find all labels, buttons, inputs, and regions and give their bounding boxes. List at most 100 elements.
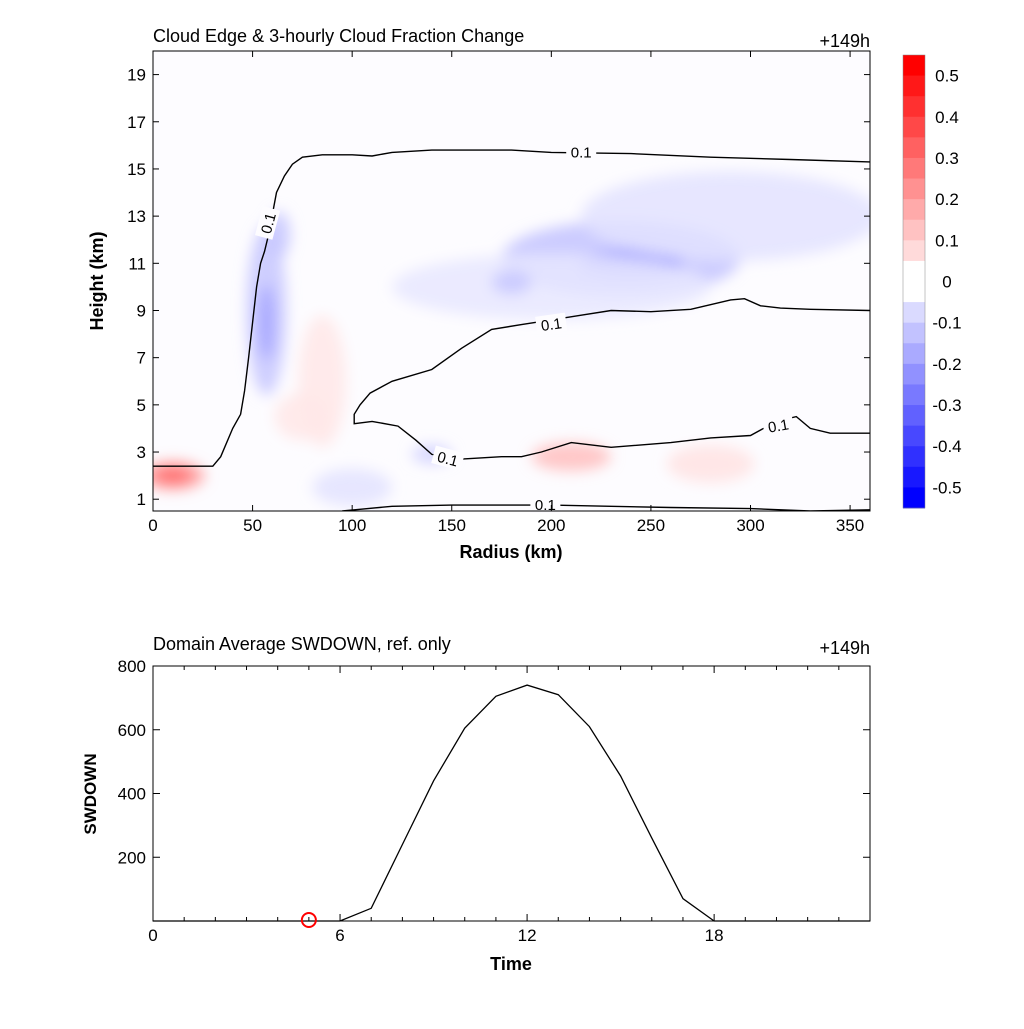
bottom-chart-title: Domain Average SWDOWN, ref. only: [153, 634, 451, 654]
contour-label: 0.1: [535, 312, 568, 335]
colorbar-swatch: [903, 466, 925, 488]
colorbar-label: -0.1: [932, 314, 961, 333]
colorbar-swatch: [903, 384, 925, 406]
y-tick-label: 800: [118, 657, 146, 676]
cloud-fraction-chart: Cloud Edge & 3-hourly Cloud Fraction Cha…: [87, 26, 962, 562]
current-time-marker: [300, 912, 317, 928]
y-tick-label: 1: [137, 490, 146, 509]
top-x-axis: 0 50 100 150 200 250 300 350: [148, 51, 864, 535]
top-chart-title: Cloud Edge & 3-hourly Cloud Fraction Cha…: [153, 26, 524, 46]
contour-line: [353, 297, 870, 460]
x-tick-label: 6: [335, 926, 344, 945]
y-tick-label: 19: [127, 66, 146, 85]
contour-layer: [153, 149, 870, 511]
colorbar-swatch: [903, 260, 925, 282]
bottom-time-tag: +149h: [819, 638, 870, 658]
x-tick-label: 12: [518, 926, 537, 945]
x-tick-label: 300: [736, 516, 764, 535]
colorbar-swatch: [903, 281, 925, 303]
x-tick-label: 200: [537, 516, 565, 535]
colorbar-swatch: [903, 363, 925, 385]
anomaly-blur-group: [153, 171, 870, 507]
colorbar-label: 0.2: [935, 190, 959, 209]
colorbar-swatch: [903, 178, 925, 200]
contour-label-text: 0.1: [540, 315, 563, 335]
contour-label-text: 0.1: [535, 497, 556, 514]
colorbar-label: -0.5: [932, 478, 961, 497]
contour-label-layer: 0.1 0.1 0.1 0.1 0.1 0.1: [254, 142, 795, 514]
contour-label-bg: [530, 495, 561, 514]
anomaly-blob: [274, 393, 331, 441]
top-time-tag: +149h: [819, 31, 870, 51]
colorbar-swatch: [903, 487, 925, 509]
swdown-line: [153, 684, 870, 922]
top-plot-frame: [152, 50, 871, 512]
swdown-chart: Domain Average SWDOWN, ref. only +149h 0…: [81, 634, 871, 974]
bottom-x-axis: 0 6 12 18: [148, 666, 871, 945]
colorbar-swatch: [903, 137, 925, 159]
contour-line: [153, 149, 870, 467]
anomaly-blob: [531, 442, 612, 471]
contour-label-bg: [431, 445, 465, 471]
anomaly-blob: [491, 270, 532, 294]
bottom-x-label: Time: [490, 954, 532, 974]
bottom-plot-frame: [152, 665, 871, 922]
anomaly-blob: [312, 468, 392, 507]
bottom-y-label: SWDOWN: [81, 753, 100, 834]
contour-label-text: 0.1: [258, 211, 280, 236]
colorbar-swatch: [903, 199, 925, 221]
contour-label-bg: [761, 413, 795, 437]
y-tick-label: 600: [118, 721, 146, 740]
x-tick-label: 100: [338, 516, 366, 535]
y-tick-label: 3: [137, 443, 146, 462]
anomaly-blob: [392, 253, 711, 320]
colorbar-label: 0: [942, 273, 951, 292]
colorbar-swatch: [903, 425, 925, 447]
y-tick-label: 9: [137, 301, 146, 320]
contour-label: 0.1: [761, 413, 795, 437]
x-tick-label: 0: [148, 516, 157, 535]
colorbar-swatch: [903, 75, 925, 97]
colorbar-swatch: [903, 343, 925, 365]
contour-label-text: 0.1: [767, 416, 790, 436]
x-tick-label: 18: [705, 926, 724, 945]
colorbar-swatch: [903, 322, 925, 344]
colorbar-swatch: [903, 240, 925, 262]
colorbar: 0.5 0.4 0.3 0.2 0.1 0 -0.1 -0.2 -0.3 -0.4 -0.5: [902, 54, 962, 509]
x-tick-label: 250: [637, 516, 665, 535]
anomaly-blob: [581, 171, 870, 261]
colorbar-label: 0.3: [935, 149, 959, 168]
colorbar-swatch: [903, 116, 925, 138]
colorbar-label: 0.1: [935, 231, 959, 250]
x-tick-label: 50: [243, 516, 262, 535]
y-tick-label: 11: [128, 254, 146, 273]
contour-line: [342, 504, 870, 511]
y-tick-label: 17: [127, 113, 146, 132]
colorbar-swatch: [903, 55, 925, 76]
colorbar-label: -0.4: [932, 437, 961, 456]
contour-label-bg: [566, 142, 597, 161]
colorbar-label: 0.4: [935, 108, 959, 127]
swdown-series: [153, 684, 870, 928]
x-tick-label: 350: [836, 516, 864, 535]
y-tick-label: 13: [127, 207, 146, 226]
top-x-label: Radius (km): [459, 542, 562, 562]
y-tick-label: 200: [118, 848, 146, 867]
contour-label-text: 0.1: [435, 449, 460, 471]
colorbar-swatch: [903, 405, 925, 427]
x-tick-label: 0: [148, 926, 157, 945]
colorbar-label: 0.5: [935, 67, 959, 86]
contour-label: 0.1: [431, 445, 465, 471]
colorbar-swatch: [903, 96, 925, 118]
colorbar-swatch: [903, 157, 925, 179]
y-tick-label: 5: [137, 396, 146, 415]
contour-label: 0.1: [530, 495, 561, 514]
y-tick-label: 400: [118, 785, 146, 804]
y-tick-label: 15: [127, 160, 146, 179]
contour-label-bg: [254, 206, 281, 240]
colorbar-swatch: [903, 219, 925, 241]
y-tick-label: 7: [137, 349, 146, 368]
contour-label-text: 0.1: [571, 144, 592, 161]
x-tick-label: 150: [438, 516, 466, 535]
